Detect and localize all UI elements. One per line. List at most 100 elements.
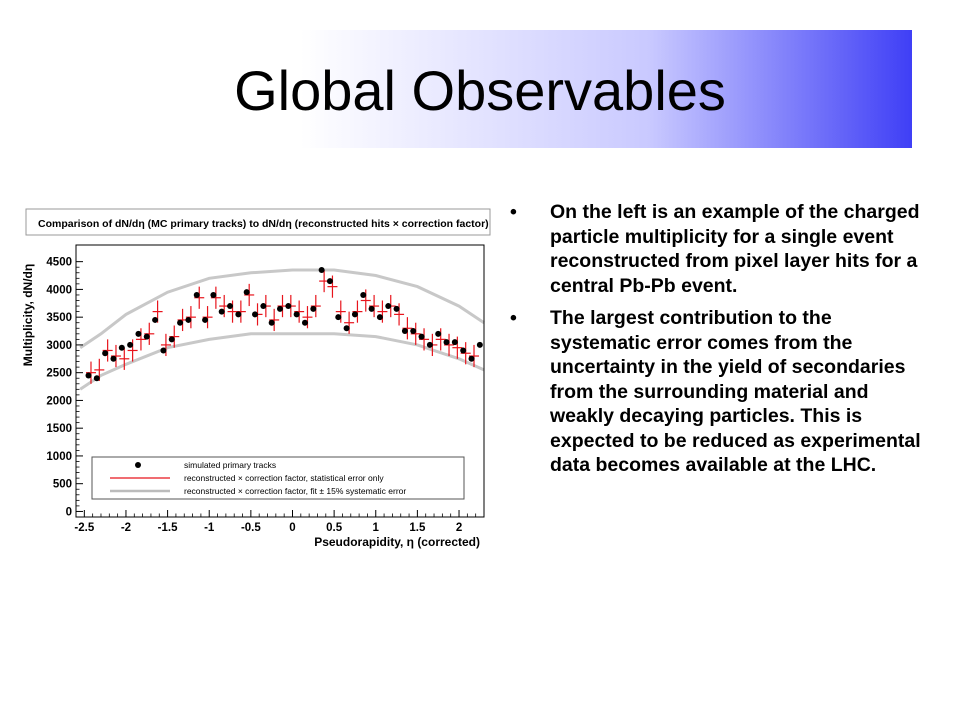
simulated-point xyxy=(268,319,275,326)
bullet-text: On the left is an example of the charged… xyxy=(550,201,920,297)
axes: 0 500 1000 1500 2000 2500 3000 3500 4000 4500 -2.5… xyxy=(46,244,485,534)
reconstructed-point xyxy=(119,347,130,370)
simulated-point xyxy=(443,339,450,346)
simulated-point xyxy=(343,325,350,332)
reconstructed-point xyxy=(394,303,405,326)
simulated-point xyxy=(476,341,483,348)
x-axis-label: Pseudorapidity, η (corrected) xyxy=(314,535,480,549)
simulated-point xyxy=(418,333,425,340)
simulated-point xyxy=(310,305,317,312)
y-tick-label: 4500 xyxy=(46,257,72,269)
simulated-point xyxy=(127,341,134,348)
simulated-point xyxy=(177,319,184,326)
simulated-point xyxy=(210,291,217,298)
y-tick-label: 0 xyxy=(66,506,72,518)
reconstructed-point xyxy=(360,289,371,312)
simulated-point xyxy=(460,347,467,354)
simulated-point xyxy=(277,305,283,312)
bullet-item: • On the left is an example of the charg… xyxy=(510,200,930,298)
legend-simulated-marker xyxy=(135,462,141,468)
simulated-point xyxy=(468,355,475,362)
y-tick-label: 1000 xyxy=(46,451,72,463)
x-tick-label: 0.5 xyxy=(326,522,343,534)
slide-title: Global Observables xyxy=(234,59,726,122)
simulated-point xyxy=(135,330,142,337)
simulated-point xyxy=(160,347,167,354)
bullet-marker: • xyxy=(510,307,517,329)
simulated-series xyxy=(85,266,483,382)
simulated-point xyxy=(243,289,250,296)
x-tick-label: -2 xyxy=(121,522,131,534)
title-background xyxy=(38,30,912,148)
x-tick-label: -1.5 xyxy=(158,522,178,534)
reconstructed-point xyxy=(327,275,338,298)
simulated-point xyxy=(218,308,225,315)
simulated-point xyxy=(93,375,100,382)
simulated-point xyxy=(102,350,109,357)
simulated-point xyxy=(368,305,375,312)
simulated-point xyxy=(293,311,300,318)
bullet-marker: • xyxy=(510,201,517,223)
reconstructed-point xyxy=(435,328,446,351)
reconstructed-point xyxy=(452,336,463,359)
simulated-point xyxy=(143,333,150,340)
y-tick-label: 2500 xyxy=(46,368,72,380)
chart-svg: Comparison of dN/dη (MC primary tracks) … xyxy=(21,208,491,549)
chart-title-box xyxy=(25,208,491,236)
simulated-point xyxy=(252,311,259,318)
y-tick-label: 3500 xyxy=(46,312,72,324)
simulated-point xyxy=(85,372,92,379)
reconstructed-point xyxy=(127,339,138,362)
x-tick-label: 2 xyxy=(456,522,462,534)
chart-title: Comparison of dN/dη (MC primary tracks) … xyxy=(38,218,489,230)
simulated-point xyxy=(202,316,209,323)
simulated-point xyxy=(401,328,408,335)
simulated-point xyxy=(118,344,125,351)
reconstructed-series xyxy=(85,269,480,384)
y-tick-label: 1500 xyxy=(46,423,72,435)
x-tick-label: 0 xyxy=(289,522,295,534)
bullet-list: • On the left is an example of the charg… xyxy=(510,200,930,486)
simulated-point xyxy=(376,314,383,321)
bullet-text: The largest contribution to the systemat… xyxy=(550,307,921,476)
x-tick-label: -2.5 xyxy=(74,522,94,534)
simulated-point xyxy=(360,291,367,298)
simulated-point xyxy=(301,319,308,326)
x-tick-label: -1 xyxy=(204,522,215,534)
band-upper-edge xyxy=(79,268,485,349)
y-tick-label: 3000 xyxy=(46,340,72,352)
reconstructed-point xyxy=(344,311,355,334)
simulated-point xyxy=(110,355,117,362)
legend-entry: reconstructed × correction factor, stati… xyxy=(184,473,384,483)
simulated-point xyxy=(168,336,175,343)
simulated-point xyxy=(451,339,458,346)
simulated-point xyxy=(435,330,442,337)
x-tick-label: 1.5 xyxy=(409,522,426,534)
reconstructed-point xyxy=(302,306,313,329)
simulated-point xyxy=(285,303,292,310)
simulated-point xyxy=(351,311,358,318)
legend: simulated primary tracks reconstructed ×… xyxy=(91,456,465,500)
reconstructed-point xyxy=(135,328,146,351)
simulated-point xyxy=(410,328,417,335)
bullet-item: • The largest contribution to the system… xyxy=(510,306,930,478)
reconstructed-point xyxy=(160,333,171,357)
y-axis-label: Multiplicity, dN/dη xyxy=(21,264,35,366)
simulated-point xyxy=(193,291,200,298)
y-tick-label: 500 xyxy=(53,479,72,491)
simulated-point xyxy=(318,266,325,273)
x-tick-label: -0.5 xyxy=(241,522,261,534)
simulated-point xyxy=(152,316,159,323)
x-tick-label: 1 xyxy=(373,522,380,534)
simulated-point xyxy=(227,303,234,310)
legend-entry: reconstructed × correction factor, fit ±… xyxy=(184,486,406,496)
simulated-point xyxy=(385,303,392,310)
simulated-point xyxy=(260,303,267,310)
simulated-point xyxy=(426,341,433,348)
simulated-point xyxy=(393,305,400,312)
simulated-point xyxy=(326,278,333,285)
reconstructed-point xyxy=(377,300,388,323)
legend-entry: simulated primary tracks xyxy=(184,460,276,470)
y-tick-label: 2000 xyxy=(46,395,72,407)
reconstructed-point xyxy=(335,300,346,323)
